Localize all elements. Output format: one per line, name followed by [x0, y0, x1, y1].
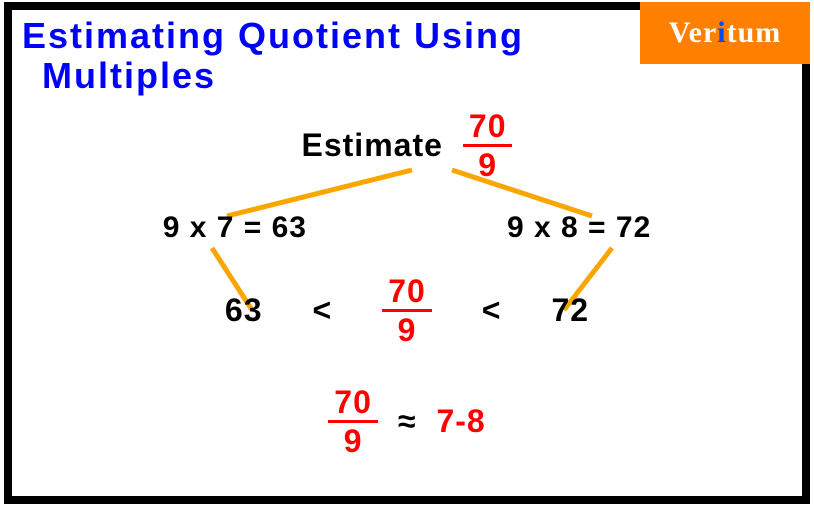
multiples-row: 9 x 7 = 63 9 x 8 = 72 [12, 211, 802, 245]
lt-2: < [482, 292, 502, 329]
result-fraction: 70 9 [328, 386, 378, 457]
diagram-frame: Estimating Quotient Using Multiples Veri… [4, 2, 810, 504]
lt-1: < [313, 292, 333, 329]
logo-box: Veritum [640, 2, 810, 64]
comparison-row: 63 < 70 9 < 72 [12, 275, 802, 346]
main-frac-num: 70 [463, 110, 513, 147]
main-frac-den: 9 [478, 147, 497, 181]
compare-right: 72 [551, 292, 589, 329]
logo-i: i [717, 16, 726, 49]
result-range: 7-8 [436, 403, 485, 440]
result-frac-num: 70 [328, 386, 378, 423]
page-title: Estimating Quotient Using Multiples [22, 16, 524, 95]
compare-fraction: 70 9 [382, 275, 432, 346]
compare-frac-num: 70 [382, 275, 432, 312]
estimate-row: Estimate 70 9 [12, 110, 802, 181]
approx-symbol: ≈ [398, 403, 417, 440]
title-line-2: Multiples [42, 56, 524, 96]
multiple-left: 9 x 7 = 63 [163, 211, 307, 245]
result-row: 70 9 ≈ 7-8 [12, 386, 802, 457]
compare-frac-den: 9 [398, 312, 417, 346]
logo-pre: Ver [669, 16, 718, 49]
title-line-1: Estimating Quotient Using [22, 15, 524, 56]
multiple-right: 9 x 8 = 72 [507, 211, 651, 245]
estimate-label: Estimate [302, 127, 443, 164]
logo-text: Veritum [669, 16, 782, 50]
main-fraction: 70 9 [463, 110, 513, 181]
content-area: Estimate 70 9 9 x 7 = 63 9 x 8 = 72 63 <… [12, 110, 802, 457]
compare-left: 63 [225, 292, 263, 329]
result-frac-den: 9 [344, 423, 363, 457]
logo-post: tum [727, 16, 782, 49]
